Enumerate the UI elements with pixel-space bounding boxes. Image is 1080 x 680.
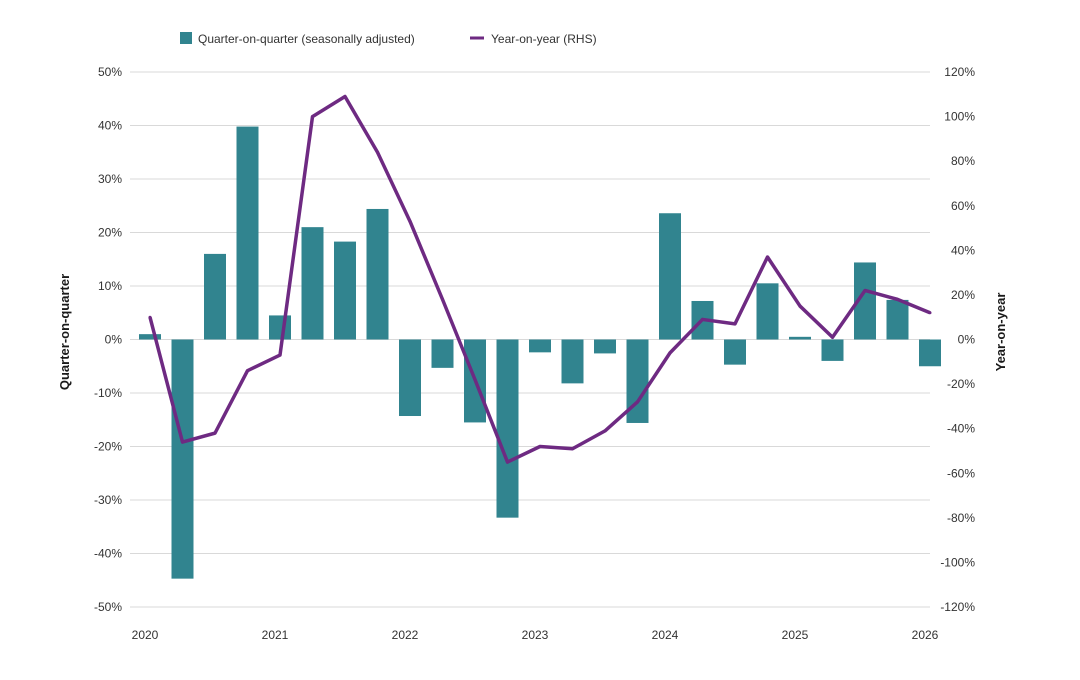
y-right-tick-label: 120% — [944, 65, 975, 79]
y-right-tick-label: -60% — [947, 466, 975, 480]
bar-series — [139, 126, 941, 579]
bar — [561, 339, 584, 384]
x-tick-label: 2023 — [522, 628, 549, 642]
bar — [919, 339, 941, 367]
line-point — [831, 335, 834, 339]
y-left-tick-label: 20% — [98, 226, 122, 240]
line-point — [766, 255, 769, 259]
y-right-tick-label: 100% — [944, 110, 975, 124]
x-tick-label: 2024 — [652, 628, 679, 642]
bar — [269, 315, 291, 340]
line-series — [148, 94, 932, 464]
axes: -50% -40% -30% -20% -10% 0% 10% 20% 30% 40% 50% -12… — [94, 65, 975, 642]
y-right-axis-title: Year-on-year — [993, 293, 1008, 372]
line-point — [213, 431, 217, 435]
x-tick-label: 2022 — [392, 628, 419, 642]
y-left-tick-label: -10% — [94, 386, 122, 400]
bar — [139, 334, 161, 340]
bar — [724, 339, 746, 365]
y-left-tick-label: 0% — [105, 333, 123, 347]
y-right-tick-label: 0% — [958, 333, 976, 347]
bar — [366, 208, 389, 340]
y-left-tick-label: 40% — [98, 119, 122, 133]
y-right-tick-label: 40% — [951, 243, 975, 257]
x-tick-label: 2021 — [262, 628, 289, 642]
y-right-tick-label: -120% — [940, 600, 975, 614]
legend-label-bars: Quarter-on-quarter (seasonally adjusted) — [198, 32, 415, 46]
y-right-tick-label: 60% — [951, 199, 975, 213]
bar — [756, 283, 779, 340]
y-left-tick-label: -40% — [94, 547, 122, 561]
line-point — [246, 369, 249, 373]
y-left-tick-label: -30% — [94, 493, 122, 507]
line-point — [863, 288, 867, 292]
bar — [626, 339, 649, 423]
line-point — [311, 115, 314, 119]
y-left-tick-label: 50% — [98, 65, 122, 79]
y-left-axis-title: Quarter-on-quarter — [57, 274, 72, 390]
line-point — [441, 297, 444, 301]
bar — [496, 339, 519, 518]
bar — [789, 336, 811, 340]
bar — [854, 262, 876, 340]
y-left-tick-label: -50% — [94, 600, 122, 614]
bar — [301, 227, 324, 340]
line-point — [506, 460, 509, 464]
y-right-tick-label: -100% — [940, 555, 975, 569]
y-right-tick-label: 20% — [951, 288, 975, 302]
bar — [594, 339, 616, 354]
line-point — [733, 322, 737, 326]
line-point — [798, 304, 802, 308]
line-point — [408, 219, 412, 223]
line-point — [701, 317, 704, 321]
line-point — [538, 445, 542, 448]
line-point — [343, 95, 347, 99]
y-left-tick-label: 30% — [98, 172, 122, 186]
x-tick-label: 2025 — [782, 628, 809, 642]
line-point — [896, 297, 899, 301]
line-point — [571, 447, 574, 451]
bar — [236, 126, 259, 340]
line-point — [928, 311, 932, 315]
legend-swatch-bars — [180, 32, 192, 44]
x-tick-label: 2020 — [132, 628, 159, 642]
line-point — [278, 353, 282, 357]
y-left-tick-label: 10% — [98, 279, 122, 293]
bar — [431, 339, 454, 368]
series-line — [148, 94, 931, 464]
bar — [171, 339, 194, 579]
y-left-tick-label: -20% — [94, 440, 122, 454]
line-point — [668, 351, 672, 355]
legend-label-line: Year-on-year (RHS) — [491, 32, 597, 46]
bar — [204, 253, 226, 340]
legend: Quarter-on-quarter (seasonally adjusted)… — [180, 32, 597, 46]
bar — [334, 241, 356, 340]
bar — [821, 339, 844, 361]
line-point — [603, 429, 607, 433]
bar — [886, 299, 909, 340]
bar — [399, 339, 421, 417]
bar — [659, 213, 681, 340]
x-tick-label: 2026 — [912, 628, 939, 642]
line-point — [376, 150, 379, 154]
bar — [529, 339, 551, 353]
line-point — [473, 378, 477, 382]
line-point — [636, 400, 639, 404]
y-right-tick-label: -20% — [947, 377, 975, 391]
y-right-tick-label: 80% — [951, 154, 975, 168]
line-point — [148, 315, 152, 319]
y-right-tick-label: -40% — [947, 422, 975, 436]
y-right-tick-label: -80% — [947, 511, 975, 525]
line-point — [181, 440, 184, 444]
